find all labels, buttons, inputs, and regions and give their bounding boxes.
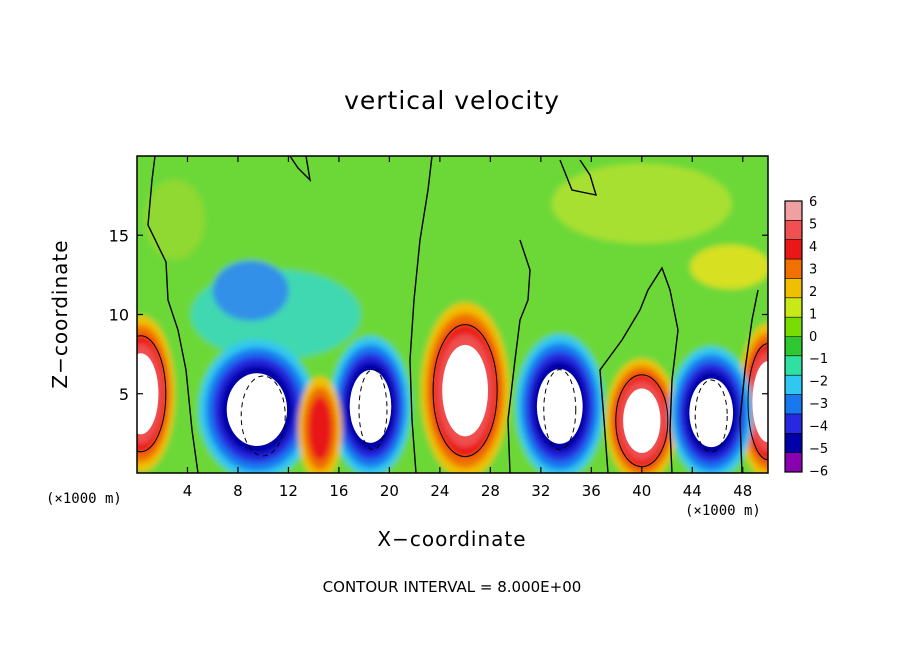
negative-contour (240, 375, 286, 457)
upper-field-patch (690, 244, 768, 289)
downdraft-band (226, 373, 288, 446)
zero-contour (739, 289, 759, 473)
colorbar-label: −4 (809, 420, 828, 435)
x-axis-ticks: 4 8 12 16 20 24 28 32 36 40 44 48 (183, 156, 752, 500)
colorbar-swatch (785, 259, 802, 279)
colorbar: 6 5 4 3 2 1 0 −1 −2 −3 −4 −5 −6 (784, 195, 828, 480)
zero-contour (559, 159, 598, 196)
x-tick-label: 44 (683, 482, 702, 500)
colorbar-label: 0 (809, 330, 817, 345)
downdraft-band (689, 378, 734, 448)
updraft-band (137, 353, 159, 435)
colorbar-label: −6 (809, 465, 828, 480)
colorbar-swatch (785, 317, 802, 337)
zero-contour (599, 266, 679, 473)
colorbar-swatch (785, 220, 802, 241)
colorbar-label: 6 (809, 195, 817, 210)
colorbar-swatch (785, 355, 802, 376)
x-tick-label: 40 (632, 482, 651, 500)
x-tick-label: 4 (183, 482, 193, 500)
x-tick-label: 28 (481, 482, 500, 500)
updraft-band (752, 361, 768, 443)
x-unit-label-left: (×1000 m) (46, 491, 122, 507)
colorbar-swatch (785, 297, 802, 318)
negative-contour (358, 369, 388, 451)
updraft-band (442, 344, 488, 437)
contour-lines (137, 156, 768, 473)
downdraft-band (536, 368, 583, 444)
positive-contour (432, 324, 498, 458)
x-tick-label: 8 (233, 482, 243, 500)
zero-contour (147, 156, 199, 473)
colorbar-swatch (785, 433, 802, 454)
colorbar-swatch (785, 278, 802, 299)
y-tick-label: 15 (109, 226, 129, 245)
updraft-band (307, 396, 332, 461)
colorbar-swatch (785, 394, 802, 415)
updraft-band (623, 388, 661, 453)
positive-contour (137, 335, 167, 453)
colorbar-swatch (785, 239, 802, 260)
negative-contour (694, 379, 728, 453)
x-tick-label: 20 (380, 482, 399, 500)
colorbar-label: 3 (809, 262, 817, 277)
zero-contour (289, 156, 312, 183)
chart-title: vertical velocity (344, 86, 560, 115)
y-tick-label: 10 (109, 306, 129, 325)
x-tick-label: 36 (582, 482, 601, 500)
x-axis-label: X−coordinate (377, 527, 527, 551)
positive-contour (615, 374, 669, 468)
zero-contour (409, 156, 433, 473)
colorbar-label: 1 (809, 307, 817, 322)
colorbar-swatch (785, 452, 802, 473)
x-tick-label: 48 (733, 482, 752, 500)
colorbar-label: −2 (809, 375, 828, 390)
colorbar-label: 4 (809, 240, 817, 255)
positive-contour (747, 343, 768, 461)
x-tick-label: 24 (430, 482, 449, 500)
colorbar-swatch (785, 413, 802, 434)
colorbar-swatch (785, 336, 802, 357)
negative-contour (543, 369, 577, 451)
x-unit-label-right: (×1000 m) (685, 503, 761, 519)
colorbar-swatch (785, 375, 802, 396)
zero-contour (507, 239, 531, 473)
colorbar-label: 5 (809, 217, 817, 232)
velocity-field (137, 156, 768, 473)
y-axis-ticks: 5 10 15 (109, 226, 768, 404)
upper-field-patch (551, 163, 732, 244)
x-tick-label: 16 (329, 482, 348, 500)
y-tick-label: 5 (119, 385, 129, 404)
x-tick-label: 32 (531, 482, 550, 500)
contour-interval-note: CONTOUR INTERVAL = 8.000E+00 (322, 578, 582, 596)
colorbar-label: 2 (809, 285, 817, 300)
colorbar-label: −5 (809, 442, 828, 457)
colorbar-swatch (785, 201, 802, 221)
colorbar-label: −3 (809, 397, 828, 412)
upper-field-patch (144, 179, 205, 260)
x-tick-label: 12 (279, 482, 298, 500)
downdraft-region (212, 260, 289, 321)
colorbar-label: −1 (809, 352, 828, 367)
